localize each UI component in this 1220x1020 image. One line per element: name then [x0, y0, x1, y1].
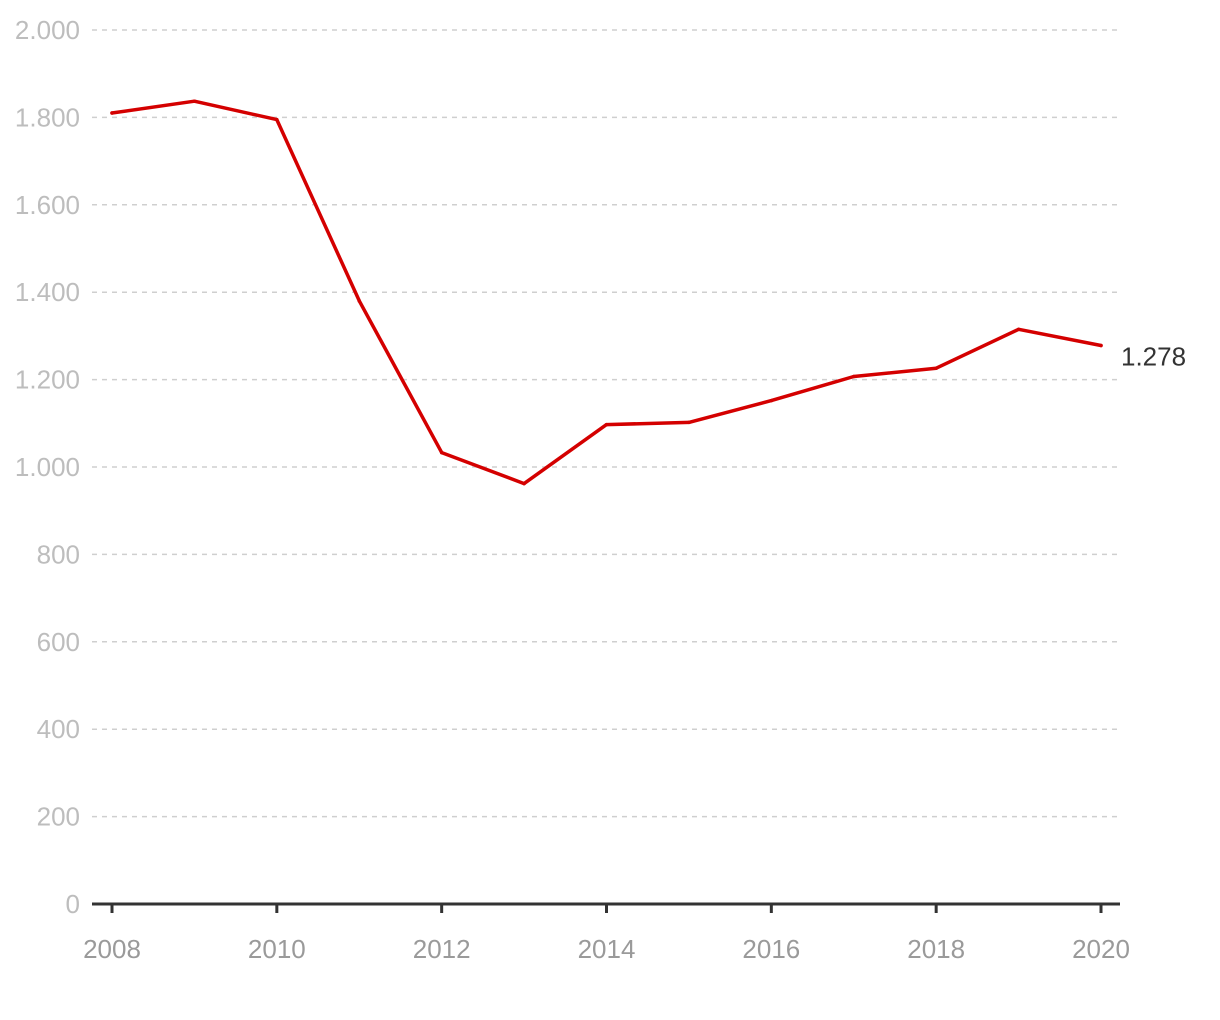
- y-tick-label: 2.000: [15, 15, 80, 45]
- data-point: [110, 111, 114, 115]
- x-tick-label: 2016: [742, 934, 800, 964]
- y-tick-label: 400: [37, 714, 80, 744]
- x-tick-label: 2012: [413, 934, 471, 964]
- y-tick-label: 1.600: [15, 190, 80, 220]
- x-tick-label: 2020: [1072, 934, 1130, 964]
- end-value-label: 1.278: [1121, 342, 1186, 372]
- data-point: [192, 99, 197, 103]
- data-point: [604, 422, 609, 427]
- x-tick-label: 2018: [907, 934, 965, 964]
- data-point: [275, 117, 279, 122]
- y-tick-label: 0: [66, 889, 80, 919]
- y-tick-label: 600: [37, 627, 80, 657]
- data-point: [852, 374, 856, 379]
- data-point: [934, 366, 938, 370]
- data-point: [357, 299, 361, 303]
- y-tick-label: 800: [37, 539, 80, 569]
- data-point: [522, 481, 526, 486]
- x-tick-label: 2010: [248, 934, 306, 964]
- y-tick-label: 1.000: [15, 452, 80, 482]
- y-tick-label: 200: [37, 802, 80, 832]
- series-layer: [110, 99, 1103, 486]
- x-tick-label: 2014: [578, 934, 636, 964]
- x-tick-label: 2008: [83, 934, 141, 964]
- data-point: [769, 398, 774, 403]
- x-axis: 2008 2010 2012 2014 2016 2018 2020: [83, 902, 1130, 964]
- y-tick-label: 1.800: [15, 102, 80, 132]
- data-point: [439, 450, 444, 455]
- y-axis-tick-labels: 0 200 400 600 800 1.000 1.200 1.400 1.600 1.800 2.…: [15, 15, 80, 919]
- data-point: [1099, 343, 1103, 348]
- data-point: [687, 420, 691, 425]
- data-point: [1016, 327, 1021, 332]
- y-tick-label: 1.400: [15, 277, 80, 307]
- y-tick-label: 1.200: [15, 365, 80, 395]
